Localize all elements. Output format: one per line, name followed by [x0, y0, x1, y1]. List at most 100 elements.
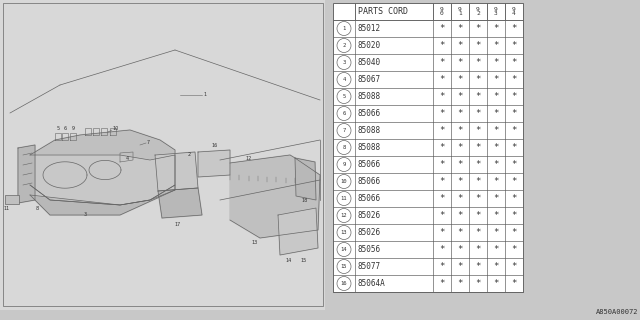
Text: *: *	[493, 279, 499, 288]
Text: *: *	[458, 75, 463, 84]
Text: 3: 3	[83, 212, 86, 218]
Text: *: *	[493, 177, 499, 186]
Text: *: *	[458, 211, 463, 220]
Bar	[333, 3, 523, 292]
Text: *: *	[439, 92, 445, 101]
Text: 85067: 85067	[358, 75, 381, 84]
Text: *: *	[476, 92, 481, 101]
Text: *: *	[476, 143, 481, 152]
Text: *: *	[458, 279, 463, 288]
Text: *: *	[511, 92, 516, 101]
Text: 12: 12	[340, 213, 348, 218]
Text: *: *	[493, 75, 499, 84]
Text: 85040: 85040	[358, 58, 381, 67]
Text: 85026: 85026	[358, 211, 381, 220]
Text: *: *	[511, 177, 516, 186]
Text: *: *	[476, 245, 481, 254]
Text: *: *	[476, 262, 481, 271]
Text: *: *	[439, 245, 445, 254]
Text: *: *	[476, 228, 481, 237]
Text: *: *	[458, 160, 463, 169]
Text: 2: 2	[188, 151, 191, 156]
Polygon shape	[278, 208, 318, 255]
Text: *: *	[511, 262, 516, 271]
Text: *: *	[493, 41, 499, 50]
Text: 9: 9	[72, 126, 74, 131]
Text: 85064A: 85064A	[358, 279, 386, 288]
Text: *: *	[439, 279, 445, 288]
Text: *: *	[511, 24, 516, 33]
Text: *: *	[458, 194, 463, 203]
Text: *: *	[476, 75, 481, 84]
Text: 3: 3	[342, 60, 346, 65]
Text: 17: 17	[175, 222, 181, 227]
Text: *: *	[458, 109, 463, 118]
Text: *: *	[493, 24, 499, 33]
Text: *: *	[476, 126, 481, 135]
Text: *: *	[511, 126, 516, 135]
Text: 85077: 85077	[358, 262, 381, 271]
Text: *: *	[511, 279, 516, 288]
Text: *: *	[476, 58, 481, 67]
Text: *: *	[458, 228, 463, 237]
Text: 5: 5	[56, 126, 60, 131]
Text: 9
2: 9 2	[476, 7, 480, 16]
Text: 16: 16	[340, 281, 348, 286]
Text: *: *	[476, 160, 481, 169]
Text: 10: 10	[112, 125, 118, 131]
Text: *: *	[439, 143, 445, 152]
Text: 9
3: 9 3	[494, 7, 498, 16]
Text: *: *	[476, 177, 481, 186]
Text: *: *	[476, 194, 481, 203]
Text: 16: 16	[212, 143, 218, 148]
Text: *: *	[439, 211, 445, 220]
Text: *: *	[458, 24, 463, 33]
Text: 12: 12	[245, 156, 252, 161]
Text: *: *	[439, 228, 445, 237]
Polygon shape	[30, 185, 175, 215]
Polygon shape	[158, 188, 202, 218]
Text: 7: 7	[342, 128, 346, 133]
Text: *: *	[511, 58, 516, 67]
Text: 7: 7	[147, 140, 150, 145]
Text: 85088: 85088	[358, 126, 381, 135]
Text: 11: 11	[340, 196, 348, 201]
Text: *: *	[458, 262, 463, 271]
Text: *: *	[439, 75, 445, 84]
Text: 9
0: 9 0	[440, 7, 444, 16]
Text: 85066: 85066	[358, 160, 381, 169]
Text: 85088: 85088	[358, 92, 381, 101]
Text: 9: 9	[342, 162, 346, 167]
Text: 9
1: 9 1	[458, 7, 462, 16]
Text: *: *	[439, 24, 445, 33]
Text: *: *	[511, 211, 516, 220]
Text: 8: 8	[35, 205, 38, 211]
Text: 13: 13	[252, 240, 258, 245]
Text: 6: 6	[63, 126, 67, 131]
Polygon shape	[295, 158, 316, 200]
Text: 85012: 85012	[358, 24, 381, 33]
Text: 85026: 85026	[358, 228, 381, 237]
Text: *: *	[493, 262, 499, 271]
Text: *: *	[493, 228, 499, 237]
Text: *: *	[476, 109, 481, 118]
Text: *: *	[493, 143, 499, 152]
Polygon shape	[155, 152, 198, 191]
Text: *: *	[493, 109, 499, 118]
Bar	[3, 3, 323, 306]
Text: *: *	[493, 92, 499, 101]
Text: *: *	[439, 160, 445, 169]
Text: A850A00072: A850A00072	[595, 309, 638, 315]
Text: 5: 5	[342, 94, 346, 99]
Text: *: *	[476, 24, 481, 33]
Text: *: *	[493, 160, 499, 169]
Text: 85066: 85066	[358, 194, 381, 203]
Text: *: *	[439, 126, 445, 135]
Text: 85056: 85056	[358, 245, 381, 254]
Text: 4: 4	[125, 156, 129, 161]
Text: *: *	[458, 92, 463, 101]
Text: 85066: 85066	[358, 177, 381, 186]
Text: *: *	[458, 143, 463, 152]
Text: *: *	[439, 58, 445, 67]
Text: *: *	[493, 211, 499, 220]
